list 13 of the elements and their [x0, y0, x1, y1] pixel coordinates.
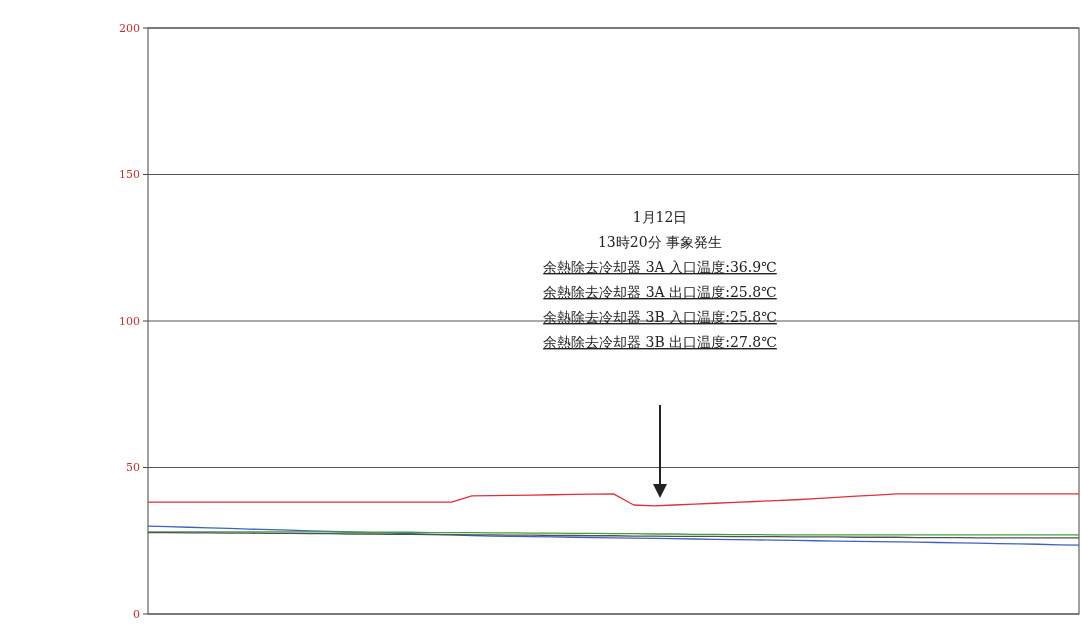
annotation: 余熱除去冷却器 3B 出口温度:27.8℃ — [543, 334, 777, 350]
annotation: 余熱除去冷却器 3A 入口温度:36.9℃ — [543, 259, 777, 275]
annotation: 13時20分 事象発生 — [597, 234, 723, 250]
annotation: 余熱除去冷却器 3B 入口温度:25.8℃ — [543, 309, 777, 325]
y-tick-label: 150 — [119, 168, 140, 182]
line-series — [147, 525, 1080, 546]
annotation: 余熱除去冷却器 3A 出口温度:25.8℃ — [543, 284, 777, 300]
line-series — [147, 493, 1080, 507]
y-tick-label: 100 — [119, 314, 140, 328]
y-tick-label: 0 — [133, 607, 140, 621]
y-tick-label: 50 — [126, 461, 140, 475]
y-tick-label: 200 — [119, 21, 140, 35]
annotation: 1月12日 — [632, 209, 688, 225]
